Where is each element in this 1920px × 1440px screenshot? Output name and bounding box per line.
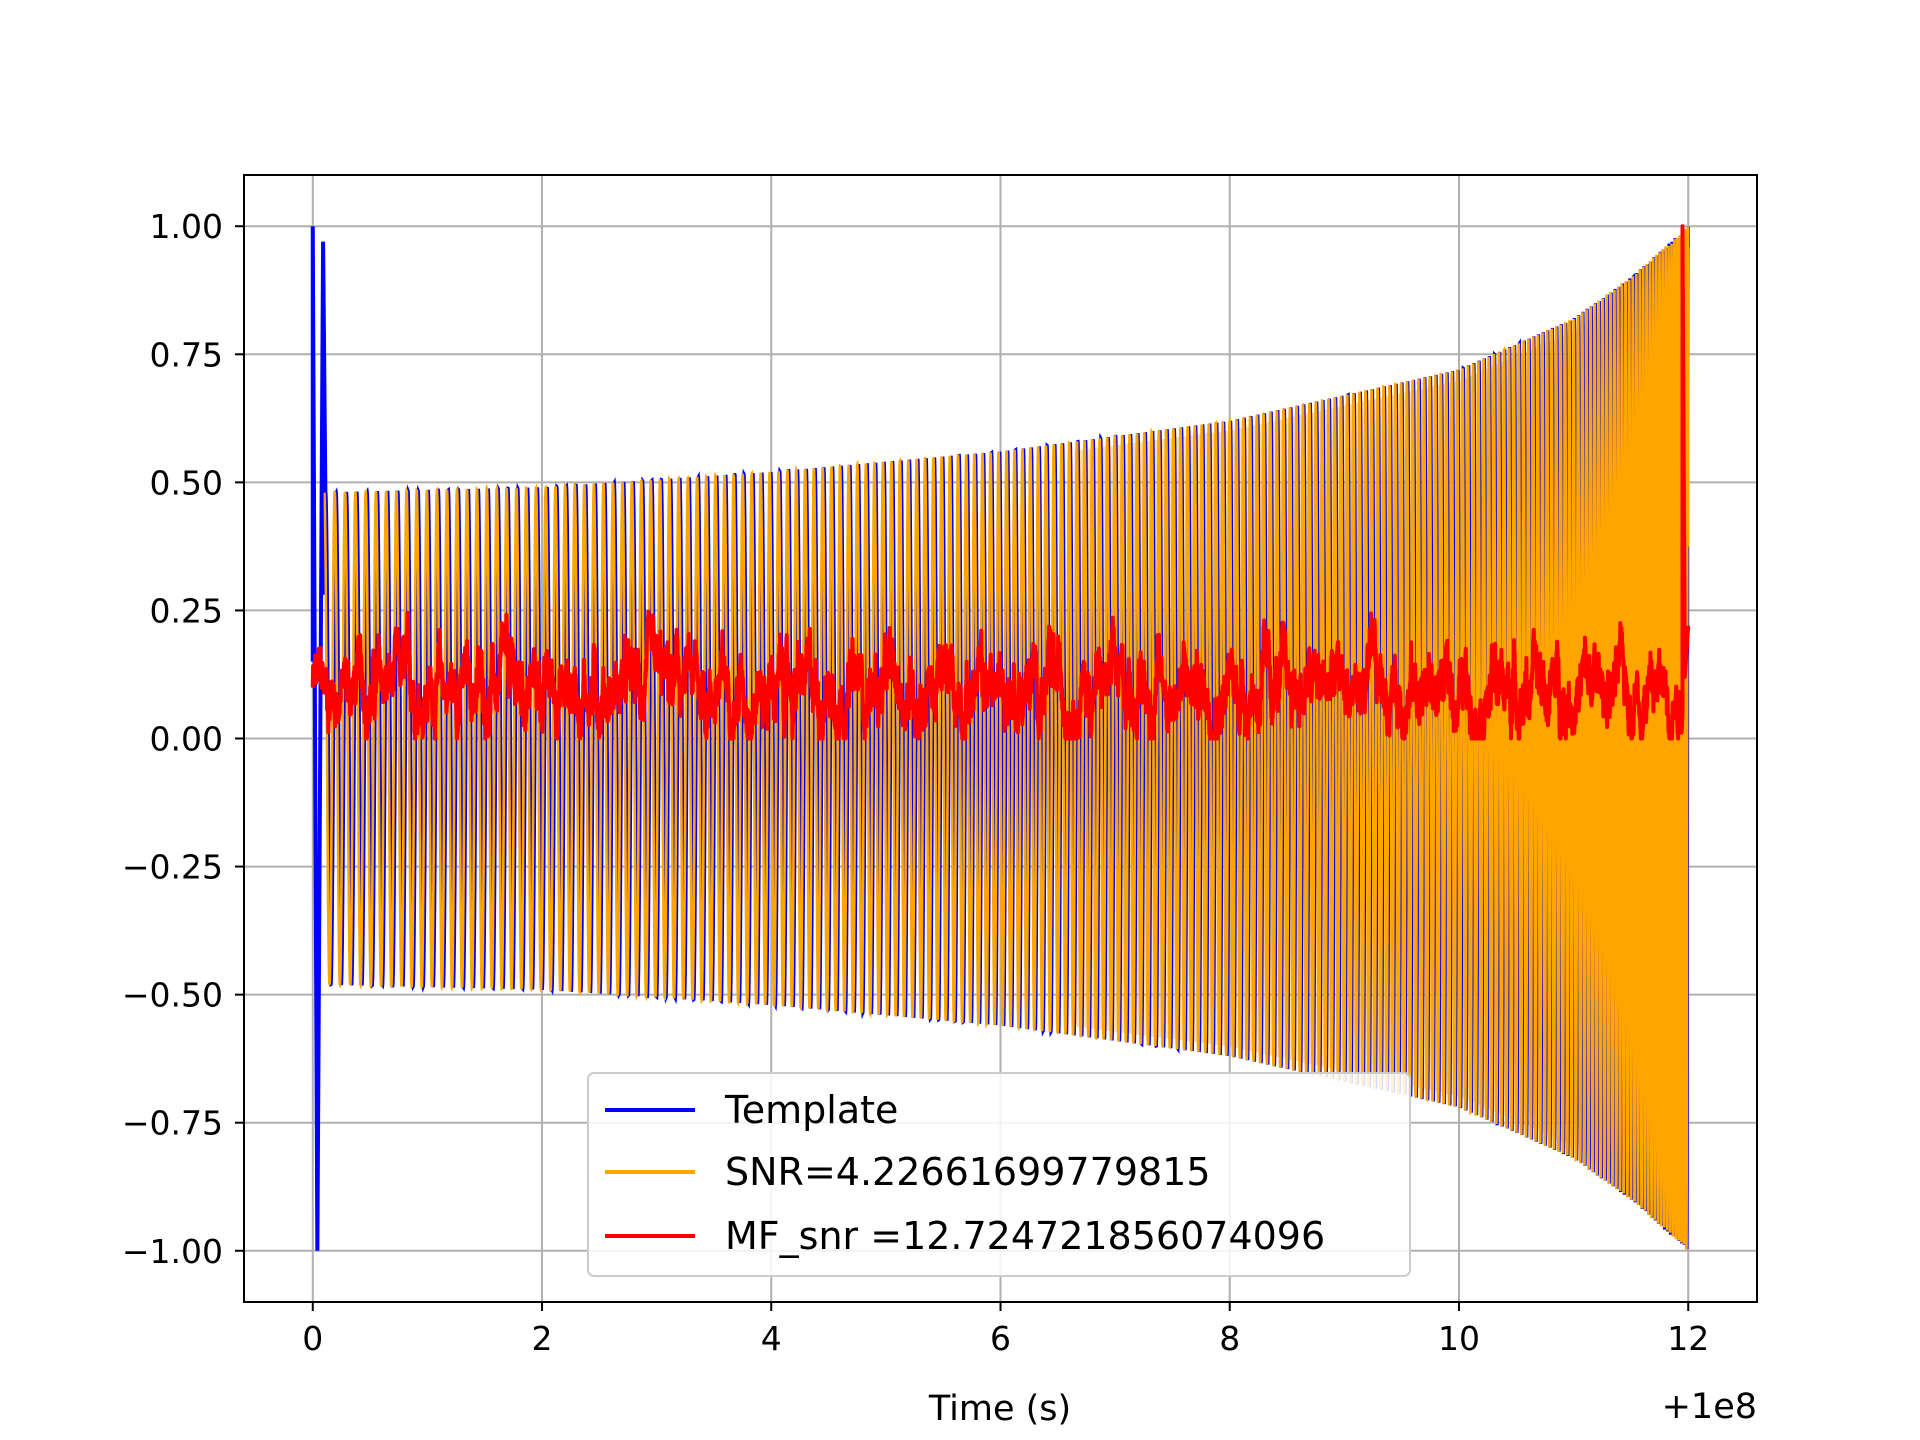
mf-snr-series-line	[310, 224, 1691, 741]
series-layer	[310, 224, 1691, 1251]
legend: Template SNR=4.22661699779815 MF_snr =12…	[587, 1072, 1411, 1277]
x-tick-label: 12	[1667, 1319, 1709, 1358]
x-axis-label: Time (s)	[928, 1389, 1071, 1429]
x-tick-label: 8	[1219, 1319, 1240, 1358]
y-tick-label: −0.25	[122, 848, 223, 887]
y-tick-label: 0.00	[150, 720, 223, 759]
y-tick-label: 0.25	[150, 591, 223, 630]
template-series-start-spike	[310, 226, 328, 1251]
y-tick-label: 1.00	[150, 207, 223, 246]
x-axis-offset-label: +1e8	[1662, 1387, 1757, 1427]
legend-template-label: Template	[724, 1088, 898, 1132]
snr-series-line	[323, 226, 1690, 1250]
x-tick-label: 10	[1438, 1319, 1480, 1358]
y-tick-label: 0.75	[150, 335, 223, 374]
y-tick-label: 0.50	[150, 463, 223, 502]
y-tick-label: −0.50	[122, 976, 223, 1015]
legend-box	[587, 1072, 1411, 1277]
x-tick-label: 0	[302, 1319, 323, 1358]
legend-mf-snr-label: MF_snr =12.724721856074096	[725, 1214, 1325, 1258]
x-tick-label: 6	[990, 1319, 1011, 1358]
x-tick-label: 4	[761, 1319, 782, 1358]
x-tick-label: 2	[532, 1319, 553, 1358]
y-tick-label: −1.00	[122, 1232, 223, 1271]
y-tick-label: −0.75	[122, 1104, 223, 1143]
legend-snr-label: SNR=4.22661699779815	[725, 1150, 1211, 1194]
axis-ticks: 0 2 4 6 8 10 12 1.00 0.75 0.50 0.25 0.00 −0.25 −0.50 −…	[122, 207, 1709, 1358]
